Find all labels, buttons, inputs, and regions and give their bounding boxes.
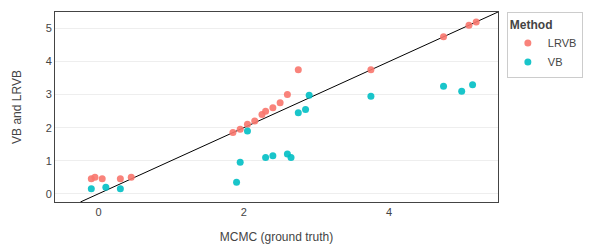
svg-text:5: 5 <box>46 22 52 34</box>
svg-text:0: 0 <box>96 206 102 218</box>
svg-text:3: 3 <box>46 88 52 100</box>
svg-text:0: 0 <box>46 188 52 200</box>
svg-text:2: 2 <box>241 206 247 218</box>
svg-text:MCMC (ground truth): MCMC (ground truth) <box>220 230 333 244</box>
svg-text:2: 2 <box>46 122 52 134</box>
svg-text:Method: Method <box>510 18 553 32</box>
svg-text:LRVB: LRVB <box>548 37 577 49</box>
svg-text:4: 4 <box>46 55 52 67</box>
svg-text:4: 4 <box>386 206 392 218</box>
svg-text:1: 1 <box>46 155 52 167</box>
svg-text:VB and LRVB: VB and LRVB <box>10 70 24 144</box>
svg-text:VB: VB <box>548 56 563 68</box>
